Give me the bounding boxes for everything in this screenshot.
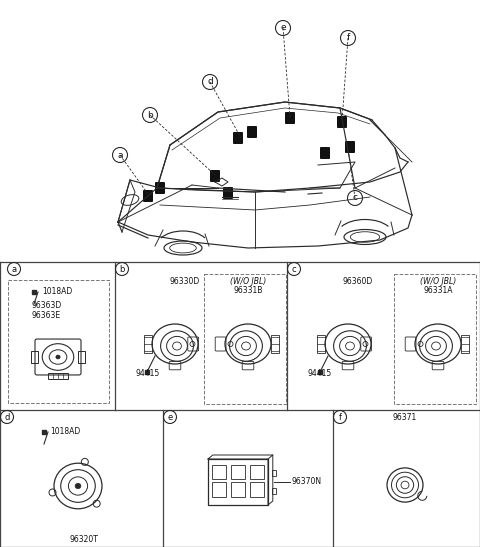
Text: (W/O JBL): (W/O JBL)	[230, 277, 266, 286]
FancyBboxPatch shape	[320, 147, 330, 159]
Text: e: e	[280, 24, 286, 32]
FancyBboxPatch shape	[285, 112, 295, 124]
FancyBboxPatch shape	[337, 116, 347, 128]
Text: c: c	[292, 265, 296, 274]
Text: 96331A: 96331A	[423, 286, 453, 295]
Bar	[317, 335, 325, 353]
Text: a: a	[117, 150, 123, 160]
Bar	[8, 280, 109, 403]
Text: 96371: 96371	[393, 413, 417, 422]
Bar	[31, 351, 38, 363]
FancyBboxPatch shape	[247, 126, 257, 138]
Bar	[271, 335, 279, 353]
Text: 94415: 94415	[308, 370, 332, 379]
FancyBboxPatch shape	[233, 132, 243, 144]
Text: 1018AD: 1018AD	[42, 288, 72, 296]
Text: (W/O JBL): (W/O JBL)	[420, 277, 456, 286]
FancyBboxPatch shape	[210, 170, 220, 182]
Text: d: d	[207, 78, 213, 86]
Bar	[48, 373, 68, 379]
Text: 96370N: 96370N	[292, 478, 322, 486]
Text: 96331B: 96331B	[233, 286, 263, 295]
Bar	[144, 335, 152, 353]
Text: d: d	[4, 412, 10, 422]
Text: b: b	[147, 110, 153, 119]
Text: 94415: 94415	[135, 370, 159, 379]
Bar	[250, 482, 264, 497]
Bar	[231, 464, 245, 479]
Ellipse shape	[56, 355, 60, 359]
Bar	[272, 470, 276, 476]
Bar	[231, 482, 245, 497]
Text: a: a	[12, 265, 17, 274]
FancyBboxPatch shape	[223, 187, 233, 199]
Bar	[208, 459, 268, 505]
Bar	[394, 274, 476, 404]
Bar	[78, 351, 85, 363]
Text: b: b	[120, 265, 125, 274]
Text: 96360D: 96360D	[343, 277, 373, 286]
Bar	[272, 488, 276, 494]
Text: 96363E: 96363E	[32, 311, 61, 319]
Text: f: f	[338, 412, 341, 422]
FancyBboxPatch shape	[155, 182, 165, 194]
FancyBboxPatch shape	[345, 141, 355, 153]
Text: 1018AD: 1018AD	[50, 428, 80, 437]
Bar	[204, 274, 286, 404]
Bar	[212, 482, 226, 497]
Ellipse shape	[75, 484, 81, 488]
FancyBboxPatch shape	[143, 190, 153, 202]
Bar	[250, 464, 264, 479]
Text: c: c	[352, 194, 358, 202]
Text: 96320T: 96320T	[70, 536, 99, 544]
Bar	[212, 464, 226, 479]
Text: e: e	[168, 412, 173, 422]
Text: 96363D: 96363D	[32, 301, 62, 311]
Text: f: f	[347, 33, 349, 43]
Bar	[461, 335, 469, 353]
Text: 96330D: 96330D	[170, 277, 200, 286]
